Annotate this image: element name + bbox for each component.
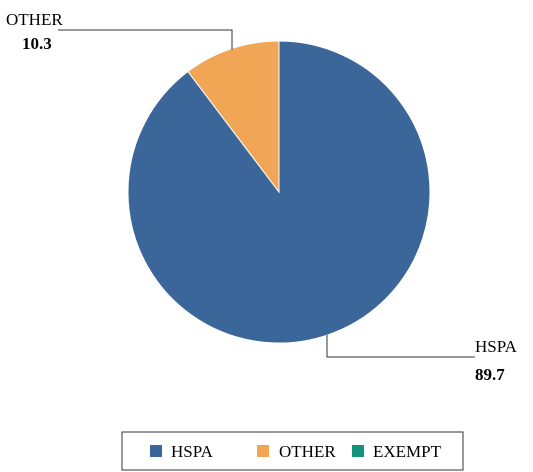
callout-leader-other xyxy=(58,29,233,50)
legend-swatch-hspa xyxy=(150,445,162,457)
callout-label-hspa: HSPA xyxy=(475,337,518,356)
legend-swatch-exempt xyxy=(352,445,364,457)
legend-swatch-other xyxy=(257,445,269,457)
legend: HSPA OTHER EXEMPT xyxy=(121,431,464,471)
callout-label-other: OTHER xyxy=(6,10,63,29)
legend-frame xyxy=(121,431,464,471)
pie-slice-other xyxy=(187,40,280,194)
legend-label-other: OTHER xyxy=(279,442,336,461)
legend-label-exempt: EXEMPT xyxy=(373,442,442,461)
callout-value-hspa: 89.7 xyxy=(475,365,505,384)
callout-value-other: 10.3 xyxy=(22,34,52,53)
callout-leader-hspa xyxy=(326,335,475,358)
legend-label-hspa: HSPA xyxy=(171,442,214,461)
pie-slices xyxy=(127,40,431,344)
